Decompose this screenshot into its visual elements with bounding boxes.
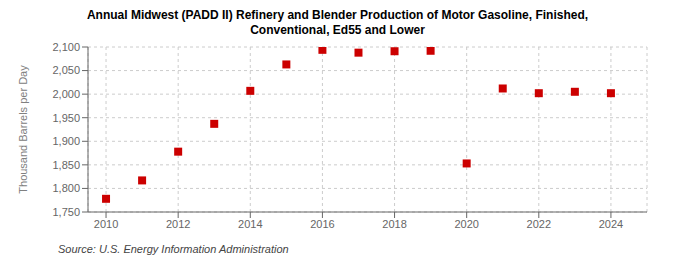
svg-text:1,900: 1,900 bbox=[52, 135, 80, 147]
svg-text:2022: 2022 bbox=[527, 218, 551, 230]
svg-text:2018: 2018 bbox=[382, 218, 406, 230]
svg-text:2010: 2010 bbox=[94, 218, 118, 230]
svg-text:2014: 2014 bbox=[238, 218, 262, 230]
svg-text:2016: 2016 bbox=[310, 218, 334, 230]
svg-text:2020: 2020 bbox=[454, 218, 478, 230]
svg-text:2012: 2012 bbox=[166, 218, 190, 230]
svg-text:1,750: 1,750 bbox=[52, 206, 80, 218]
svg-text:2,000: 2,000 bbox=[52, 88, 80, 100]
svg-text:2,100: 2,100 bbox=[52, 42, 80, 53]
svg-text:1,850: 1,850 bbox=[52, 159, 80, 171]
html-text:Annual Midwest (PADD II) Refin: Annual Midwest (PADD II) Refinery and Bl… bbox=[86, 8, 589, 22]
svg-text:1,950: 1,950 bbox=[52, 112, 80, 124]
svg-text:2,050: 2,050 bbox=[52, 64, 80, 76]
html-text:Conventional, Ed55 and Lower: Conventional, Ed55 and Lower bbox=[250, 23, 425, 37]
svg-text:1,800: 1,800 bbox=[52, 182, 80, 194]
svg-text:Thousand Barrels per Day: Thousand Barrels per Day bbox=[17, 65, 29, 194]
html-text:Source: U.S. Energy Informatio: Source: U.S. Energy Information Administ… bbox=[58, 243, 289, 255]
svg-text:2024: 2024 bbox=[599, 218, 623, 230]
